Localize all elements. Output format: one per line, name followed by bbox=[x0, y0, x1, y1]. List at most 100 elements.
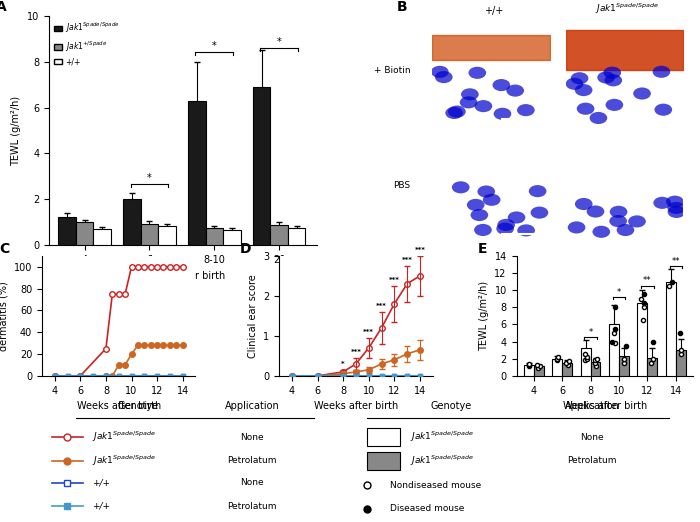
Bar bbox=[666, 281, 676, 376]
Text: *: * bbox=[342, 361, 345, 367]
X-axis label: Weeks after birth: Weeks after birth bbox=[314, 401, 398, 411]
Bar bbox=[58, 217, 76, 245]
Bar bbox=[288, 228, 305, 245]
Bar bbox=[270, 224, 288, 245]
Text: A: A bbox=[0, 0, 6, 14]
Ellipse shape bbox=[592, 226, 610, 238]
Text: C: C bbox=[0, 242, 9, 256]
Text: ***: *** bbox=[414, 247, 426, 253]
Ellipse shape bbox=[568, 221, 585, 233]
Text: $Jak1^{Spade/Spade}$: $Jak1^{Spade/Spade}$ bbox=[410, 430, 475, 444]
Ellipse shape bbox=[517, 224, 535, 236]
Ellipse shape bbox=[654, 104, 672, 116]
Ellipse shape bbox=[445, 107, 463, 119]
Ellipse shape bbox=[617, 224, 634, 236]
Text: *: * bbox=[212, 41, 216, 51]
Text: ***: *** bbox=[363, 329, 374, 336]
Ellipse shape bbox=[653, 197, 671, 209]
Y-axis label: TEWL (g/m²/h): TEWL (g/m²/h) bbox=[11, 96, 22, 165]
Bar bbox=[609, 324, 619, 376]
Text: PBS: PBS bbox=[393, 181, 410, 190]
Y-axis label: TEWL (g/m²/h): TEWL (g/m²/h) bbox=[479, 281, 489, 351]
X-axis label: Weeks after birth: Weeks after birth bbox=[76, 401, 161, 411]
Ellipse shape bbox=[575, 84, 592, 96]
Text: Diseased mouse: Diseased mouse bbox=[391, 504, 465, 514]
Ellipse shape bbox=[577, 103, 594, 115]
Ellipse shape bbox=[634, 88, 651, 100]
Bar bbox=[676, 350, 686, 376]
Bar bbox=[524, 365, 533, 376]
Text: **: ** bbox=[643, 276, 652, 286]
Text: ***: *** bbox=[351, 349, 361, 355]
Ellipse shape bbox=[610, 206, 627, 218]
Ellipse shape bbox=[589, 112, 607, 124]
Ellipse shape bbox=[652, 66, 671, 78]
Ellipse shape bbox=[474, 224, 492, 236]
Ellipse shape bbox=[477, 185, 495, 198]
Text: +/+: +/+ bbox=[92, 478, 110, 488]
Text: Application: Application bbox=[564, 401, 620, 411]
Bar bbox=[188, 101, 206, 245]
Bar bbox=[223, 230, 241, 245]
Text: Genotye: Genotye bbox=[118, 401, 159, 411]
Text: B: B bbox=[397, 0, 407, 14]
Text: $Jak1^{Spade/Spade}$: $Jak1^{Spade/Spade}$ bbox=[92, 454, 156, 468]
Text: +/+: +/+ bbox=[92, 502, 110, 511]
Y-axis label: Incidence of
dermatitis (%): Incidence of dermatitis (%) bbox=[0, 281, 8, 351]
Ellipse shape bbox=[528, 185, 547, 197]
Bar bbox=[367, 452, 400, 470]
Ellipse shape bbox=[667, 202, 685, 214]
X-axis label: Weeks after birth: Weeks after birth bbox=[141, 270, 225, 281]
Ellipse shape bbox=[508, 211, 526, 223]
Text: Petrolatum: Petrolatum bbox=[567, 456, 617, 465]
Ellipse shape bbox=[603, 67, 621, 79]
Ellipse shape bbox=[517, 104, 535, 116]
Text: Genotye: Genotye bbox=[430, 401, 471, 411]
Text: + Biotin: + Biotin bbox=[374, 66, 410, 75]
Ellipse shape bbox=[483, 194, 500, 206]
Text: None: None bbox=[240, 478, 264, 488]
Text: $Jak1^{Spade/Spade}$: $Jak1^{Spade/Spade}$ bbox=[92, 430, 156, 444]
Text: +/+: +/+ bbox=[484, 6, 503, 16]
Text: *: * bbox=[276, 37, 281, 46]
Ellipse shape bbox=[431, 66, 449, 78]
Bar bbox=[158, 226, 176, 245]
Text: $Jak1^{Spade/Spade}$: $Jak1^{Spade/Spade}$ bbox=[410, 454, 475, 468]
Bar bbox=[141, 223, 158, 245]
Bar bbox=[253, 87, 270, 245]
Ellipse shape bbox=[668, 206, 685, 218]
Ellipse shape bbox=[506, 85, 524, 97]
Bar bbox=[123, 199, 141, 245]
Ellipse shape bbox=[666, 196, 684, 208]
Ellipse shape bbox=[475, 100, 492, 112]
Bar bbox=[76, 222, 93, 245]
Text: *: * bbox=[147, 173, 152, 183]
Ellipse shape bbox=[493, 79, 510, 91]
Y-axis label: Clinical ear score: Clinical ear score bbox=[248, 274, 258, 358]
Text: None: None bbox=[240, 433, 264, 442]
X-axis label: Weeks after birth: Weeks after birth bbox=[563, 401, 647, 411]
Ellipse shape bbox=[468, 67, 486, 79]
Text: **: ** bbox=[672, 257, 680, 266]
Ellipse shape bbox=[609, 215, 627, 227]
Bar bbox=[648, 358, 657, 376]
Bar bbox=[206, 228, 223, 245]
Ellipse shape bbox=[467, 199, 484, 211]
Legend: $Jak1^{Spade/Spade}$, $Jak1^{+/Spade}$, +/+: $Jak1^{Spade/Spade}$, $Jak1^{+/Spade}$, … bbox=[52, 19, 121, 68]
Ellipse shape bbox=[531, 207, 548, 219]
Text: Application: Application bbox=[225, 401, 279, 411]
Text: *: * bbox=[617, 288, 621, 296]
Text: *: * bbox=[589, 328, 593, 337]
Bar bbox=[591, 362, 601, 376]
Ellipse shape bbox=[435, 71, 453, 83]
Text: Nondiseased mouse: Nondiseased mouse bbox=[391, 481, 482, 490]
Ellipse shape bbox=[606, 99, 623, 111]
Text: D: D bbox=[239, 242, 251, 256]
Ellipse shape bbox=[575, 198, 593, 210]
Bar bbox=[93, 229, 111, 245]
Text: ***: *** bbox=[376, 303, 387, 310]
Bar bbox=[533, 366, 544, 376]
Ellipse shape bbox=[496, 222, 514, 235]
Text: ***: *** bbox=[402, 257, 412, 264]
Text: Petrolatum: Petrolatum bbox=[228, 456, 276, 465]
